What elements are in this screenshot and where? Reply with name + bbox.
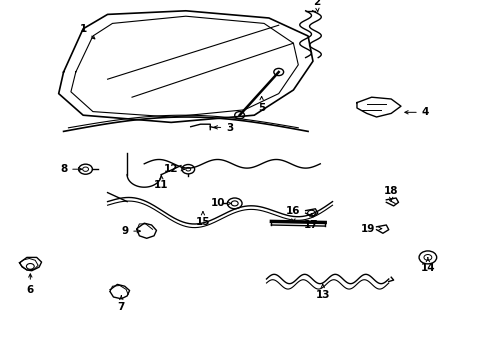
Text: 9: 9: [121, 226, 140, 236]
Text: 19: 19: [360, 224, 381, 234]
Text: 3: 3: [214, 123, 233, 133]
Text: 8: 8: [60, 164, 81, 174]
Text: 16: 16: [285, 206, 300, 222]
Text: 5: 5: [258, 96, 264, 113]
Text: 12: 12: [163, 164, 184, 174]
Text: 11: 11: [154, 175, 168, 190]
Text: 13: 13: [315, 284, 329, 300]
Text: 14: 14: [420, 258, 434, 273]
Text: 7: 7: [117, 296, 125, 312]
Text: 1: 1: [80, 24, 95, 39]
Text: 6: 6: [27, 274, 34, 295]
Text: 15: 15: [195, 212, 210, 228]
Text: 4: 4: [404, 107, 428, 117]
Text: 2: 2: [313, 0, 320, 12]
Text: 10: 10: [210, 198, 230, 208]
Text: 18: 18: [383, 186, 398, 201]
Text: 17: 17: [304, 213, 318, 230]
